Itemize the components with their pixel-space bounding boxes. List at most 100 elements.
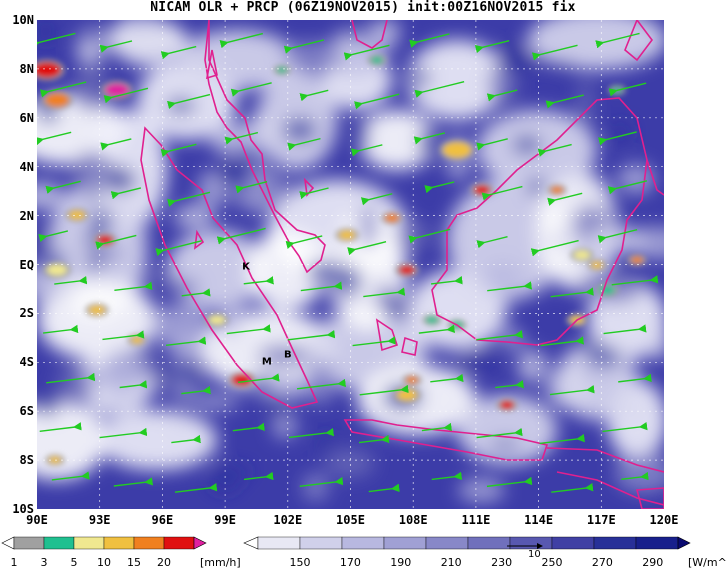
wind-arrow bbox=[99, 40, 133, 53]
lon-label: 117E bbox=[586, 513, 616, 527]
lon-label: 99E bbox=[214, 513, 236, 527]
cloud-patch bbox=[168, 419, 194, 433]
colorbar-segment bbox=[299, 536, 343, 550]
precip-cell bbox=[105, 83, 129, 97]
cloud-patch bbox=[546, 364, 592, 410]
colorbar-tick-label: 3 bbox=[40, 556, 48, 569]
wind-arrow bbox=[110, 187, 142, 200]
wind-arrow bbox=[102, 330, 145, 341]
wind-arrow bbox=[476, 236, 508, 249]
wind-arrow bbox=[603, 324, 647, 335]
colorbar-segment bbox=[133, 536, 165, 550]
colorbar-segment bbox=[551, 536, 595, 550]
precipitation-unit: [mm/h] bbox=[200, 556, 241, 569]
cloud-patch bbox=[76, 41, 102, 65]
precip-cell bbox=[277, 67, 287, 73]
wind-arrow bbox=[54, 275, 88, 285]
wind-arrow bbox=[299, 476, 344, 487]
cloud-patch bbox=[577, 80, 594, 123]
wind-arrow bbox=[343, 44, 390, 61]
lat-label: 10S bbox=[12, 502, 34, 516]
colorbar-tick-label: 5 bbox=[70, 556, 78, 569]
wind-arrow bbox=[476, 427, 523, 439]
wind-arrow bbox=[474, 40, 510, 54]
cloud-patch bbox=[257, 344, 311, 367]
wind-arrow bbox=[621, 471, 649, 481]
wind-arrow bbox=[545, 94, 584, 109]
coastlines bbox=[140, 20, 664, 509]
wind-arrow bbox=[114, 281, 153, 292]
cloud-patch bbox=[209, 122, 252, 155]
colorbar-tick-label: 290 bbox=[642, 556, 664, 569]
cloud-patch bbox=[646, 323, 664, 361]
cloud-patch bbox=[150, 304, 212, 351]
precip-cell bbox=[551, 186, 563, 194]
wind-arrow bbox=[368, 483, 400, 493]
precipitation-colorbar bbox=[1, 536, 207, 550]
wind-arrow bbox=[409, 33, 450, 48]
wind-arrow bbox=[37, 131, 72, 146]
wind-arrow bbox=[358, 434, 390, 444]
colorbar-tick-label: 190 bbox=[390, 556, 412, 569]
colorbar-segment bbox=[257, 536, 301, 550]
wind-arrow bbox=[181, 385, 211, 395]
precip-cell bbox=[574, 250, 590, 260]
cloud-patch bbox=[457, 395, 557, 465]
wind-arrow bbox=[171, 434, 201, 444]
wind-arrow bbox=[243, 276, 274, 285]
wind-arrow bbox=[595, 32, 640, 49]
lon-label: 93E bbox=[88, 513, 111, 527]
cold-cloud-patch bbox=[105, 166, 132, 192]
cold-cloud-patch bbox=[385, 297, 408, 320]
wind-arrow bbox=[431, 471, 463, 481]
cloud-patch bbox=[115, 21, 179, 68]
cold-cloud-patch bbox=[283, 118, 317, 142]
wind-arrow bbox=[43, 324, 79, 334]
cold-cloud-patch bbox=[90, 208, 112, 235]
precip-cell bbox=[45, 93, 69, 107]
wind-arrow bbox=[155, 240, 202, 257]
cloud-patch bbox=[74, 66, 110, 112]
cold-cloud-patch bbox=[497, 47, 537, 74]
colorbar-triangle bbox=[243, 536, 259, 550]
precip-cell bbox=[47, 264, 67, 276]
colorbar-segment bbox=[13, 536, 45, 550]
cloud-patch bbox=[97, 410, 217, 470]
cold-cloud-patch bbox=[209, 477, 239, 491]
wind-arrow bbox=[549, 385, 595, 396]
wind-arrow bbox=[551, 483, 594, 493]
cloud-patch bbox=[407, 40, 507, 120]
figure-title: NICAM OLR + PRCP (06Z19NOV2015) init:00Z… bbox=[150, 0, 576, 15]
wind-arrow bbox=[352, 336, 396, 347]
cold-cloud-patch bbox=[512, 135, 542, 155]
cold-cloud-patch bbox=[88, 251, 102, 273]
colorbar-segment bbox=[467, 536, 511, 550]
wind-arrow bbox=[363, 287, 406, 298]
lon-label: 96E bbox=[151, 513, 174, 527]
cloud-patch bbox=[324, 448, 375, 478]
precip-cell bbox=[631, 256, 643, 264]
cold-cloud-patch bbox=[489, 439, 521, 450]
wind-arrow bbox=[39, 422, 82, 432]
precip-cell bbox=[443, 142, 471, 158]
colorbar-tick-label: 170 bbox=[339, 556, 361, 569]
station-markers: K M B bbox=[242, 261, 291, 367]
wind-arrow bbox=[486, 476, 533, 488]
cloud-patch bbox=[37, 181, 65, 210]
colorbar-triangle bbox=[677, 536, 691, 550]
wind-arrow bbox=[607, 180, 648, 195]
wind-arrow bbox=[119, 380, 148, 389]
lat-label: EQ bbox=[19, 257, 34, 272]
colorbar-tick-label: 230 bbox=[491, 556, 513, 569]
cloud-patch bbox=[614, 453, 664, 493]
precip-cell bbox=[371, 56, 383, 64]
wind-arrow bbox=[476, 330, 523, 341]
precip-cell bbox=[500, 401, 514, 409]
wind-arrow bbox=[100, 138, 132, 151]
olr-unit: [W/m^2] bbox=[688, 556, 726, 569]
wind-arrow bbox=[430, 276, 463, 285]
cloud-patch bbox=[73, 151, 112, 188]
cloud-patch bbox=[98, 350, 144, 398]
wind-arrow bbox=[476, 138, 508, 151]
colorbar-segment bbox=[73, 536, 105, 550]
